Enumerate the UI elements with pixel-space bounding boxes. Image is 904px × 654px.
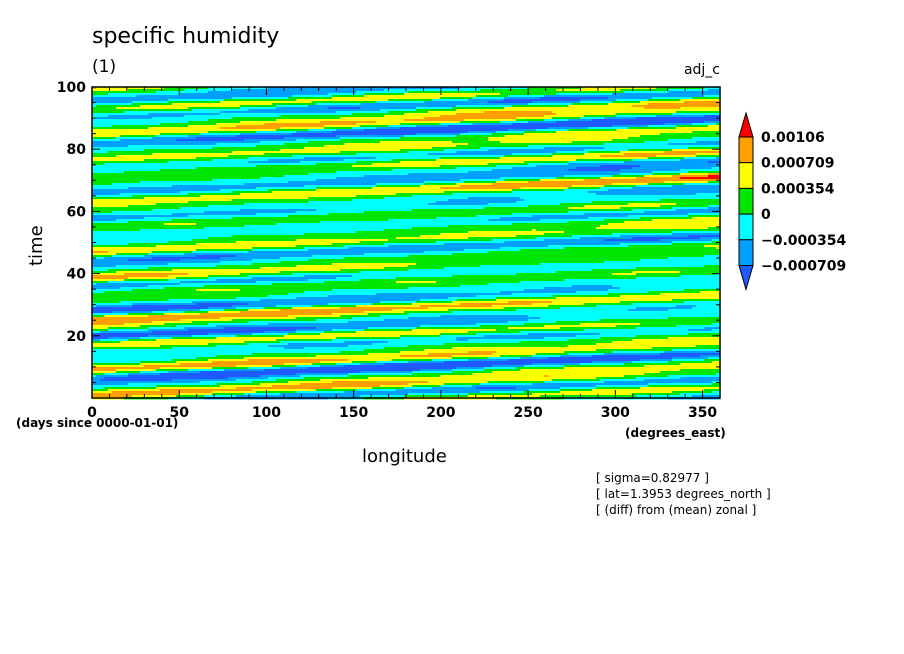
legend-swatch <box>738 187 754 215</box>
legend-label: 0 <box>761 207 771 223</box>
y-tick-label: 80 <box>67 142 87 158</box>
annotation-sigma: [ sigma=0.82977 ] <box>596 471 709 485</box>
annotation-lat: [ lat=1.3953 degrees_north ] <box>596 487 771 501</box>
axis-ticks: 0 50 100 150 200 250 300 350 20 40 60 80 100 <box>57 80 720 421</box>
x-tick-label: 100 <box>252 405 281 421</box>
legend-label: 0.000354 <box>761 181 835 197</box>
variable-name: adj_c <box>683 62 720 78</box>
x-tick-label: 50 <box>169 405 189 421</box>
legend-label: −0.000709 <box>761 259 846 275</box>
x-tick-label: 0 <box>87 405 97 421</box>
legend-arrow-bottom <box>738 265 754 292</box>
legend-label: 0.00106 <box>761 130 825 146</box>
y-tick-label: 20 <box>67 329 87 345</box>
x-tick-label: 150 <box>339 405 368 421</box>
chart-title: specific humidity <box>92 24 280 49</box>
legend-swatch <box>738 213 754 241</box>
chart-subtitle: (1) <box>92 57 117 77</box>
contour-field <box>92 87 721 400</box>
annotation-diff: [ (diff) from (mean) zonal ] <box>596 503 757 517</box>
color-legend: 0.00106 0.000709 0.000354 0 −0.000354 −0.0007… <box>738 111 846 292</box>
y-tick-label: 40 <box>67 267 87 283</box>
y-tick-label: 60 <box>67 204 87 220</box>
y-tick-label: 100 <box>57 80 86 96</box>
legend-swatch <box>738 136 754 164</box>
x-tick-label: 350 <box>688 405 717 421</box>
y-axis-unit: (days since 0000-01-01) <box>16 416 179 430</box>
annotation-block: [ sigma=0.82977 ] [ lat=1.3953 degrees_n… <box>596 470 771 518</box>
legend-label: −0.000354 <box>761 233 846 249</box>
x-tick-label: 250 <box>513 405 542 421</box>
y-axis-label: time <box>26 225 47 266</box>
legend-arrow-top <box>738 111 754 138</box>
legend-label: 0.000709 <box>761 156 835 172</box>
x-tick-label: 200 <box>426 405 455 421</box>
x-tick-label: 300 <box>601 405 630 421</box>
x-axis-unit: (degrees_east) <box>625 426 726 440</box>
legend-swatch <box>738 162 754 189</box>
legend-swatch <box>738 239 754 267</box>
x-axis-label: longitude <box>362 446 447 467</box>
